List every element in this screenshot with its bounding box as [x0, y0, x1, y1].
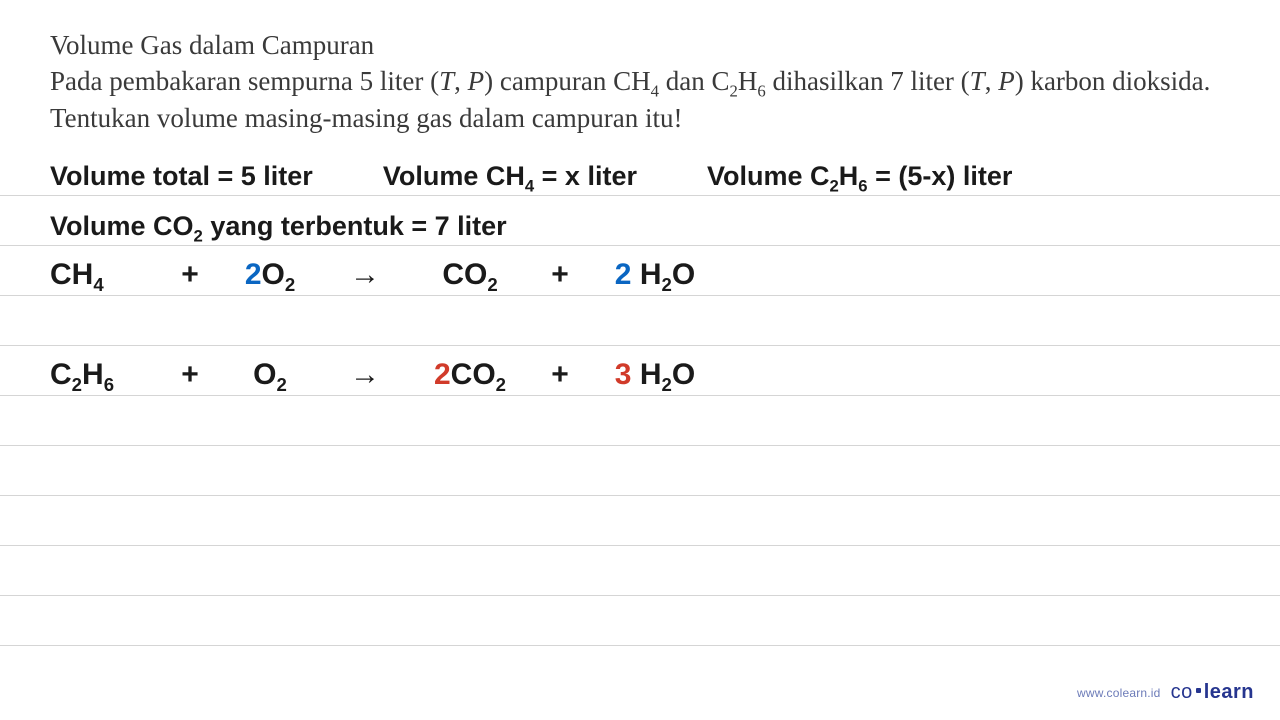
eq2-p2-coef: 3 [615, 358, 632, 391]
vol-total: Volume total = 5 liter [50, 161, 313, 192]
plus-icon: + [165, 358, 215, 392]
problem-statement: Volume Gas dalam Campuran Pada pembakara… [0, 0, 1280, 146]
eq1-reactant2: 2O2 [215, 258, 325, 292]
vol-co2-formed: Volume CO2 yang terbentuk = 7 liter [50, 211, 507, 242]
vol-ch4: Volume CH4 = x liter [383, 161, 637, 192]
vol-c2h6: Volume C2H6 = (5-x) liter [707, 161, 1012, 192]
eq1-product1: CO2 [405, 258, 535, 292]
brand-suffix: learn [1204, 681, 1254, 703]
plus-icon: + [535, 358, 585, 392]
equation-row: CH4 + 2O2 → CO2 + 2 H2O [50, 258, 725, 292]
eq1-product2: 2 H2O [585, 258, 725, 292]
equation-2: C2H6 + O2 → 2CO2 + 3 H2O [50, 346, 1230, 396]
footer: www.colearn.id colearn [1077, 681, 1254, 704]
page: Volume Gas dalam Campuran Pada pembakara… [0, 0, 1280, 720]
brand-logo: colearn [1171, 681, 1254, 704]
equation-1: CH4 + 2O2 → CO2 + 2 H2O [50, 246, 1230, 296]
problem-title: Volume Gas dalam Campuran [50, 28, 1230, 63]
eq1-reactant1: CH4 [50, 258, 165, 292]
eq2-reactant2: O2 [215, 358, 325, 392]
line-1: Volume total = 5 liter Volume CH4 = x li… [50, 146, 1230, 196]
eq1-p2-coef: 2 [615, 258, 632, 291]
eq1-r2-coef: 2 [245, 258, 262, 291]
dot-icon [1196, 688, 1201, 693]
worked-area: Volume total = 5 liter Volume CH4 = x li… [0, 146, 1280, 666]
problem-body: Pada pembakaran sempurna 5 liter (T, P) … [50, 63, 1230, 136]
blank-line [50, 296, 1230, 346]
plus-icon: + [535, 258, 585, 292]
eq2-p1-coef: 2 [434, 358, 451, 391]
brand-prefix: co [1171, 681, 1193, 703]
eq2-product1: 2CO2 [405, 358, 535, 392]
arrow-icon: → [325, 258, 405, 292]
plus-icon: + [165, 258, 215, 292]
footer-url: www.colearn.id [1077, 686, 1161, 700]
eq2-product2: 3 H2O [585, 358, 725, 392]
equation-row: C2H6 + O2 → 2CO2 + 3 H2O [50, 358, 725, 392]
arrow-icon: → [325, 358, 405, 392]
line-2: Volume CO2 yang terbentuk = 7 liter [50, 196, 1230, 246]
eq2-reactant1: C2H6 [50, 358, 165, 392]
